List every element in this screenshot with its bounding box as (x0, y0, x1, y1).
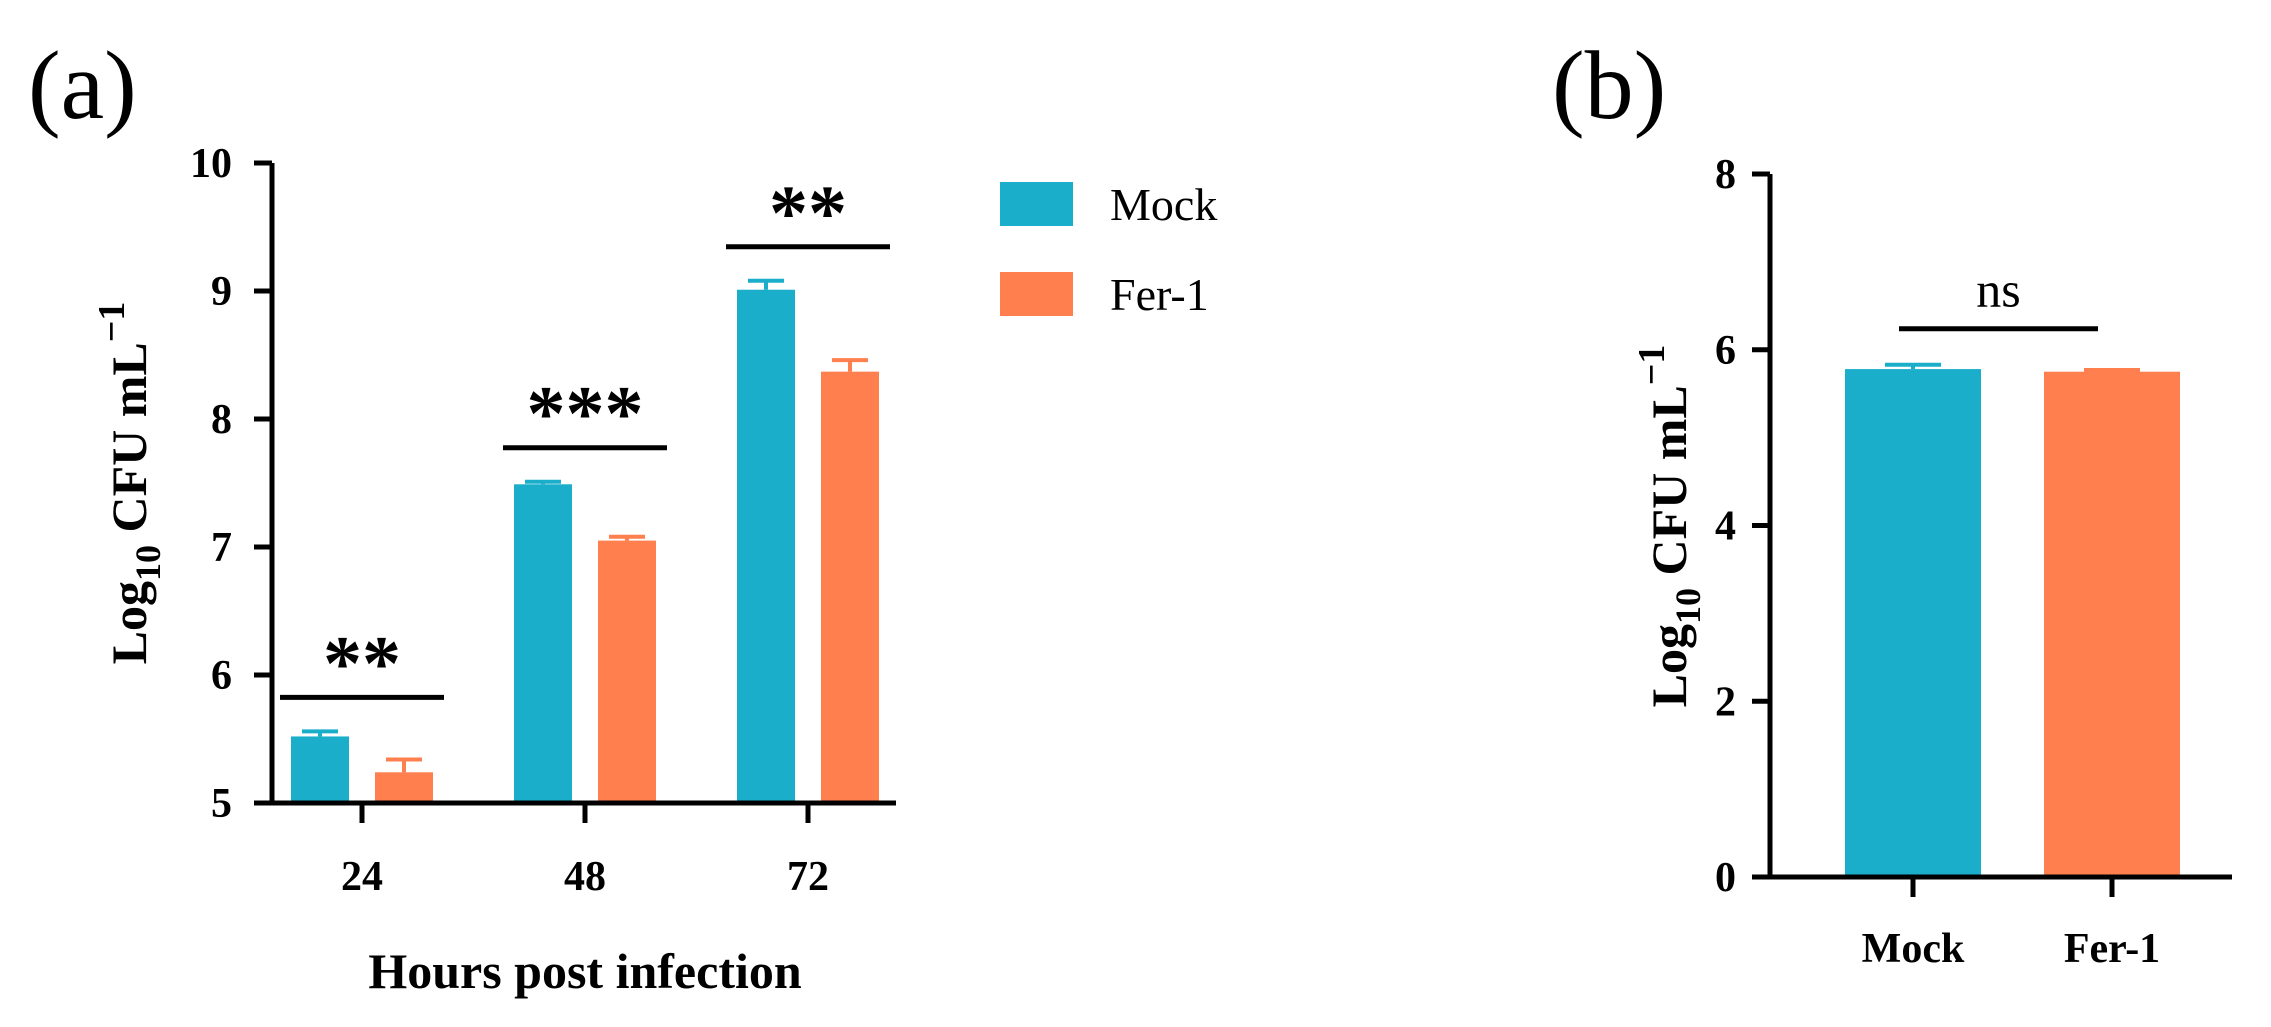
sig-label-24: ** (323, 619, 401, 706)
legend-label-fer1: Fer-1 (1110, 269, 1209, 320)
y-tick-label-6: 6 (1715, 328, 1736, 374)
x-tick-label-fer1: Fer-1 (2064, 926, 2160, 972)
panel-b-bars (1845, 369, 2180, 877)
panel-a-significance: ******* (280, 169, 890, 706)
bar-mock (1845, 369, 1981, 877)
panel-a-x-ticks: 24 48 72 (341, 803, 829, 900)
bar-fer1-48 (598, 540, 656, 803)
panel-a-ylabel-unit: CFU mL (101, 342, 157, 545)
y-tick-label-8: 8 (211, 397, 232, 443)
panel-a-error-bars (302, 278, 868, 773)
legend-swatch-fer1 (1000, 272, 1073, 316)
panel-b-y-ticks: 0 2 4 6 8 (1715, 152, 1770, 901)
bar-fer1-24 (375, 772, 433, 803)
bar-mock-48 (514, 484, 572, 803)
x-tick-label-72: 72 (787, 854, 829, 900)
panel-a-ylabel-sub: 10 (128, 545, 168, 581)
bar-mock-24 (291, 736, 349, 803)
panel-label-a: (a) (28, 32, 137, 140)
panel-b-ylabel-base: Log (1641, 624, 1697, 707)
panel-a-y-ticks: 5 6 7 8 9 10 (190, 141, 272, 827)
x-tick-label-48: 48 (564, 854, 606, 900)
y-tick-label-7: 7 (211, 525, 232, 571)
panel-b-error-bars (1885, 362, 2140, 372)
legend: Mock Fer-1 (1000, 179, 1217, 320)
panel-b-significance: ns (1899, 262, 2098, 332)
panel-a-x-axis-title: Hours post infection (368, 943, 802, 999)
y-tick-label-9: 9 (211, 269, 232, 315)
y-tick-label-2: 2 (1715, 679, 1736, 725)
x-tick-label-24: 24 (341, 854, 383, 900)
bar-mock-72 (737, 289, 795, 804)
sig-label-ns: ns (1976, 262, 2020, 318)
panel-b-x-ticks: Mock Fer-1 (1862, 877, 2160, 972)
bar-fer1 (2044, 371, 2180, 877)
sig-label-72: ** (769, 169, 847, 256)
panel-b-ylabel-sup: −1 (1631, 345, 1673, 386)
panel-a-ylabel-base: Log (101, 581, 157, 664)
y-tick-label-6: 6 (211, 653, 232, 699)
y-tick-label-0: 0 (1715, 855, 1736, 901)
panel-label-b: (b) (1552, 32, 1666, 140)
sig-label-48: *** (527, 370, 644, 457)
panel-b: (b) 0 2 4 6 8 Mock Fer-1 Log10 CFU mL−1 ns (1552, 32, 2232, 972)
y-tick-label-10: 10 (190, 141, 232, 187)
bar-fer1-72 (821, 371, 879, 803)
x-tick-label-mock: Mock (1862, 926, 1965, 972)
panel-a-ylabel-sup: −1 (91, 302, 133, 343)
y-tick-label-8: 8 (1715, 152, 1736, 198)
y-tick-label-5: 5 (211, 781, 232, 827)
panel-a-bars (291, 289, 879, 804)
panel-b-ylabel-unit: CFU mL (1641, 385, 1697, 588)
y-tick-label-4: 4 (1715, 504, 1736, 550)
legend-swatch-mock (1000, 182, 1073, 226)
panel-b-y-axis-title: Log10 CFU mL−1 (1631, 345, 1708, 708)
panel-a-y-axis-title: Log10 CFU mL−1 (91, 302, 168, 665)
panel-b-ylabel-sub: 10 (1668, 588, 1708, 624)
legend-label-mock: Mock (1110, 179, 1217, 230)
